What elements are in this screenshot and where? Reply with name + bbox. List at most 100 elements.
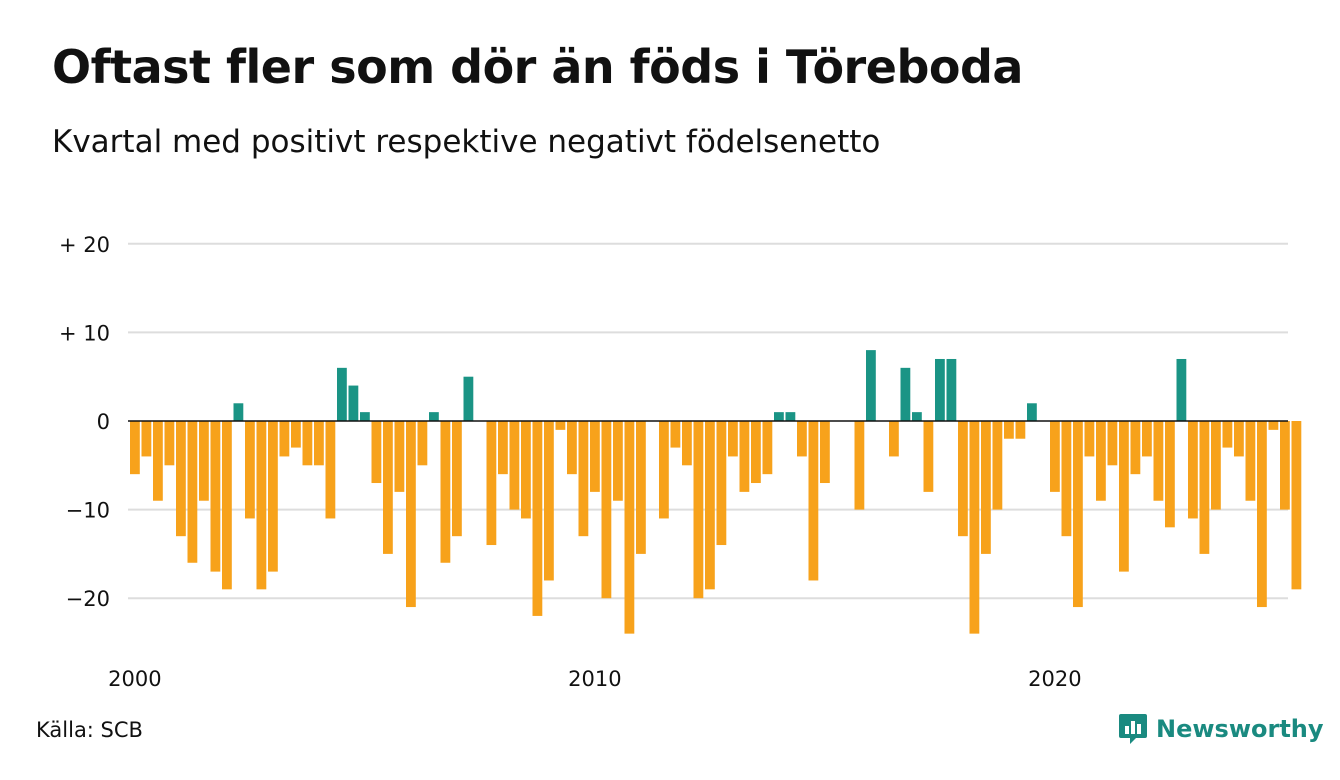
bar-negative	[567, 421, 577, 475]
y-tick-label: + 10	[59, 321, 110, 345]
bar-negative	[406, 421, 416, 608]
bar-negative	[728, 421, 738, 457]
bar-negative	[210, 421, 221, 572]
bar-negative	[1084, 421, 1095, 457]
bar-positive	[946, 358, 957, 421]
x-tick-label: 2020	[1028, 667, 1081, 691]
bar-negative	[1119, 421, 1129, 572]
bar-negative	[889, 421, 899, 457]
bar-negative	[762, 421, 773, 475]
bar-negative	[854, 421, 865, 510]
bar-negative	[1280, 421, 1290, 510]
bar-negative	[141, 421, 152, 457]
bar-negative	[1222, 421, 1233, 448]
bar-negative	[314, 421, 324, 466]
chart-title: Oftast fler som dör än föds i Töreboda	[52, 40, 1023, 94]
bar-negative	[613, 421, 623, 501]
bar-negative	[1061, 421, 1072, 537]
source-note: Källa: SCB	[36, 718, 143, 742]
bar-positive	[360, 412, 370, 421]
bar-negative	[820, 421, 830, 484]
bar-negative	[1257, 421, 1267, 608]
bar-negative	[739, 421, 750, 492]
bar-negative	[992, 421, 1003, 510]
bar-negative	[187, 421, 198, 563]
bar-negative	[1153, 421, 1164, 501]
bar-negative	[199, 421, 209, 501]
newsworthy-logo[interactable]: Newsworthy	[1118, 712, 1324, 746]
bar-positive	[233, 403, 244, 421]
bar-negative	[969, 421, 980, 634]
bar-negative	[498, 421, 508, 475]
y-tick-label: 0	[97, 410, 110, 434]
bar-positive	[900, 367, 911, 421]
bar-negative	[601, 421, 612, 599]
bar-negative	[578, 421, 589, 537]
bar-positive	[774, 412, 784, 421]
bar-negative	[590, 421, 600, 492]
bar-negative	[532, 421, 543, 616]
bar-positive	[935, 358, 945, 421]
bar-negative	[1130, 421, 1141, 475]
bar-negative	[302, 421, 313, 466]
bar-negative	[371, 421, 382, 484]
bar-negative	[1199, 421, 1210, 554]
bar-negative	[923, 421, 934, 492]
bar-negative	[1211, 421, 1221, 510]
bar-negative	[1107, 421, 1118, 466]
bar-negative	[256, 421, 267, 590]
bar-negative	[981, 421, 991, 554]
bar-negative	[682, 421, 692, 466]
bar-negative	[1291, 421, 1302, 590]
bar-positive	[348, 385, 359, 421]
y-tick-label: + 20	[59, 233, 110, 257]
bar-negative	[670, 421, 681, 448]
bar-negative	[1234, 421, 1244, 457]
bar-positive	[912, 412, 922, 421]
bar-negative	[521, 421, 531, 519]
bar-positive	[337, 367, 347, 421]
bar-negative	[1245, 421, 1256, 501]
bar-negative	[705, 421, 715, 590]
bar-negative	[417, 421, 428, 466]
bar-negative	[797, 421, 807, 457]
bar-negative	[1050, 421, 1060, 492]
x-tick-label: 2010	[568, 667, 621, 691]
bar-negative	[1004, 421, 1014, 439]
bar-negative	[659, 421, 669, 519]
bar-negative	[164, 421, 175, 466]
newsworthy-icon	[1119, 714, 1147, 744]
bar-negative	[1096, 421, 1106, 501]
bar-negative	[176, 421, 186, 537]
bar-negative	[636, 421, 646, 554]
bar-negative	[544, 421, 554, 581]
bar-negative	[808, 421, 819, 581]
bar-negative	[486, 421, 497, 546]
bar-negative	[291, 421, 301, 448]
brand-name: Newsworthy	[1156, 715, 1324, 743]
bar-negative	[716, 421, 727, 546]
bar-negative	[222, 421, 232, 590]
bar-negative	[440, 421, 451, 563]
bar-negative	[153, 421, 163, 501]
bar-negative	[394, 421, 405, 492]
bar-negative	[130, 421, 140, 475]
x-tick-label: 2000	[108, 667, 161, 691]
bar-negative	[452, 421, 462, 537]
y-tick-label: −20	[66, 587, 110, 611]
bar-positive	[463, 376, 474, 421]
bar-negative	[1073, 421, 1083, 608]
bar-negative	[279, 421, 290, 457]
bar-negative	[268, 421, 278, 572]
bar-negative	[624, 421, 635, 634]
bar-negative	[1165, 421, 1175, 528]
bar-negative	[1142, 421, 1152, 457]
bar-negative	[1188, 421, 1198, 519]
chart-subtitle: Kvartal med positivt respektive negativt…	[52, 124, 881, 160]
bar-negative	[958, 421, 968, 537]
bar-positive	[785, 412, 796, 421]
bar-positive	[1176, 358, 1187, 421]
bar-positive	[429, 412, 439, 421]
bar-negative	[751, 421, 761, 484]
